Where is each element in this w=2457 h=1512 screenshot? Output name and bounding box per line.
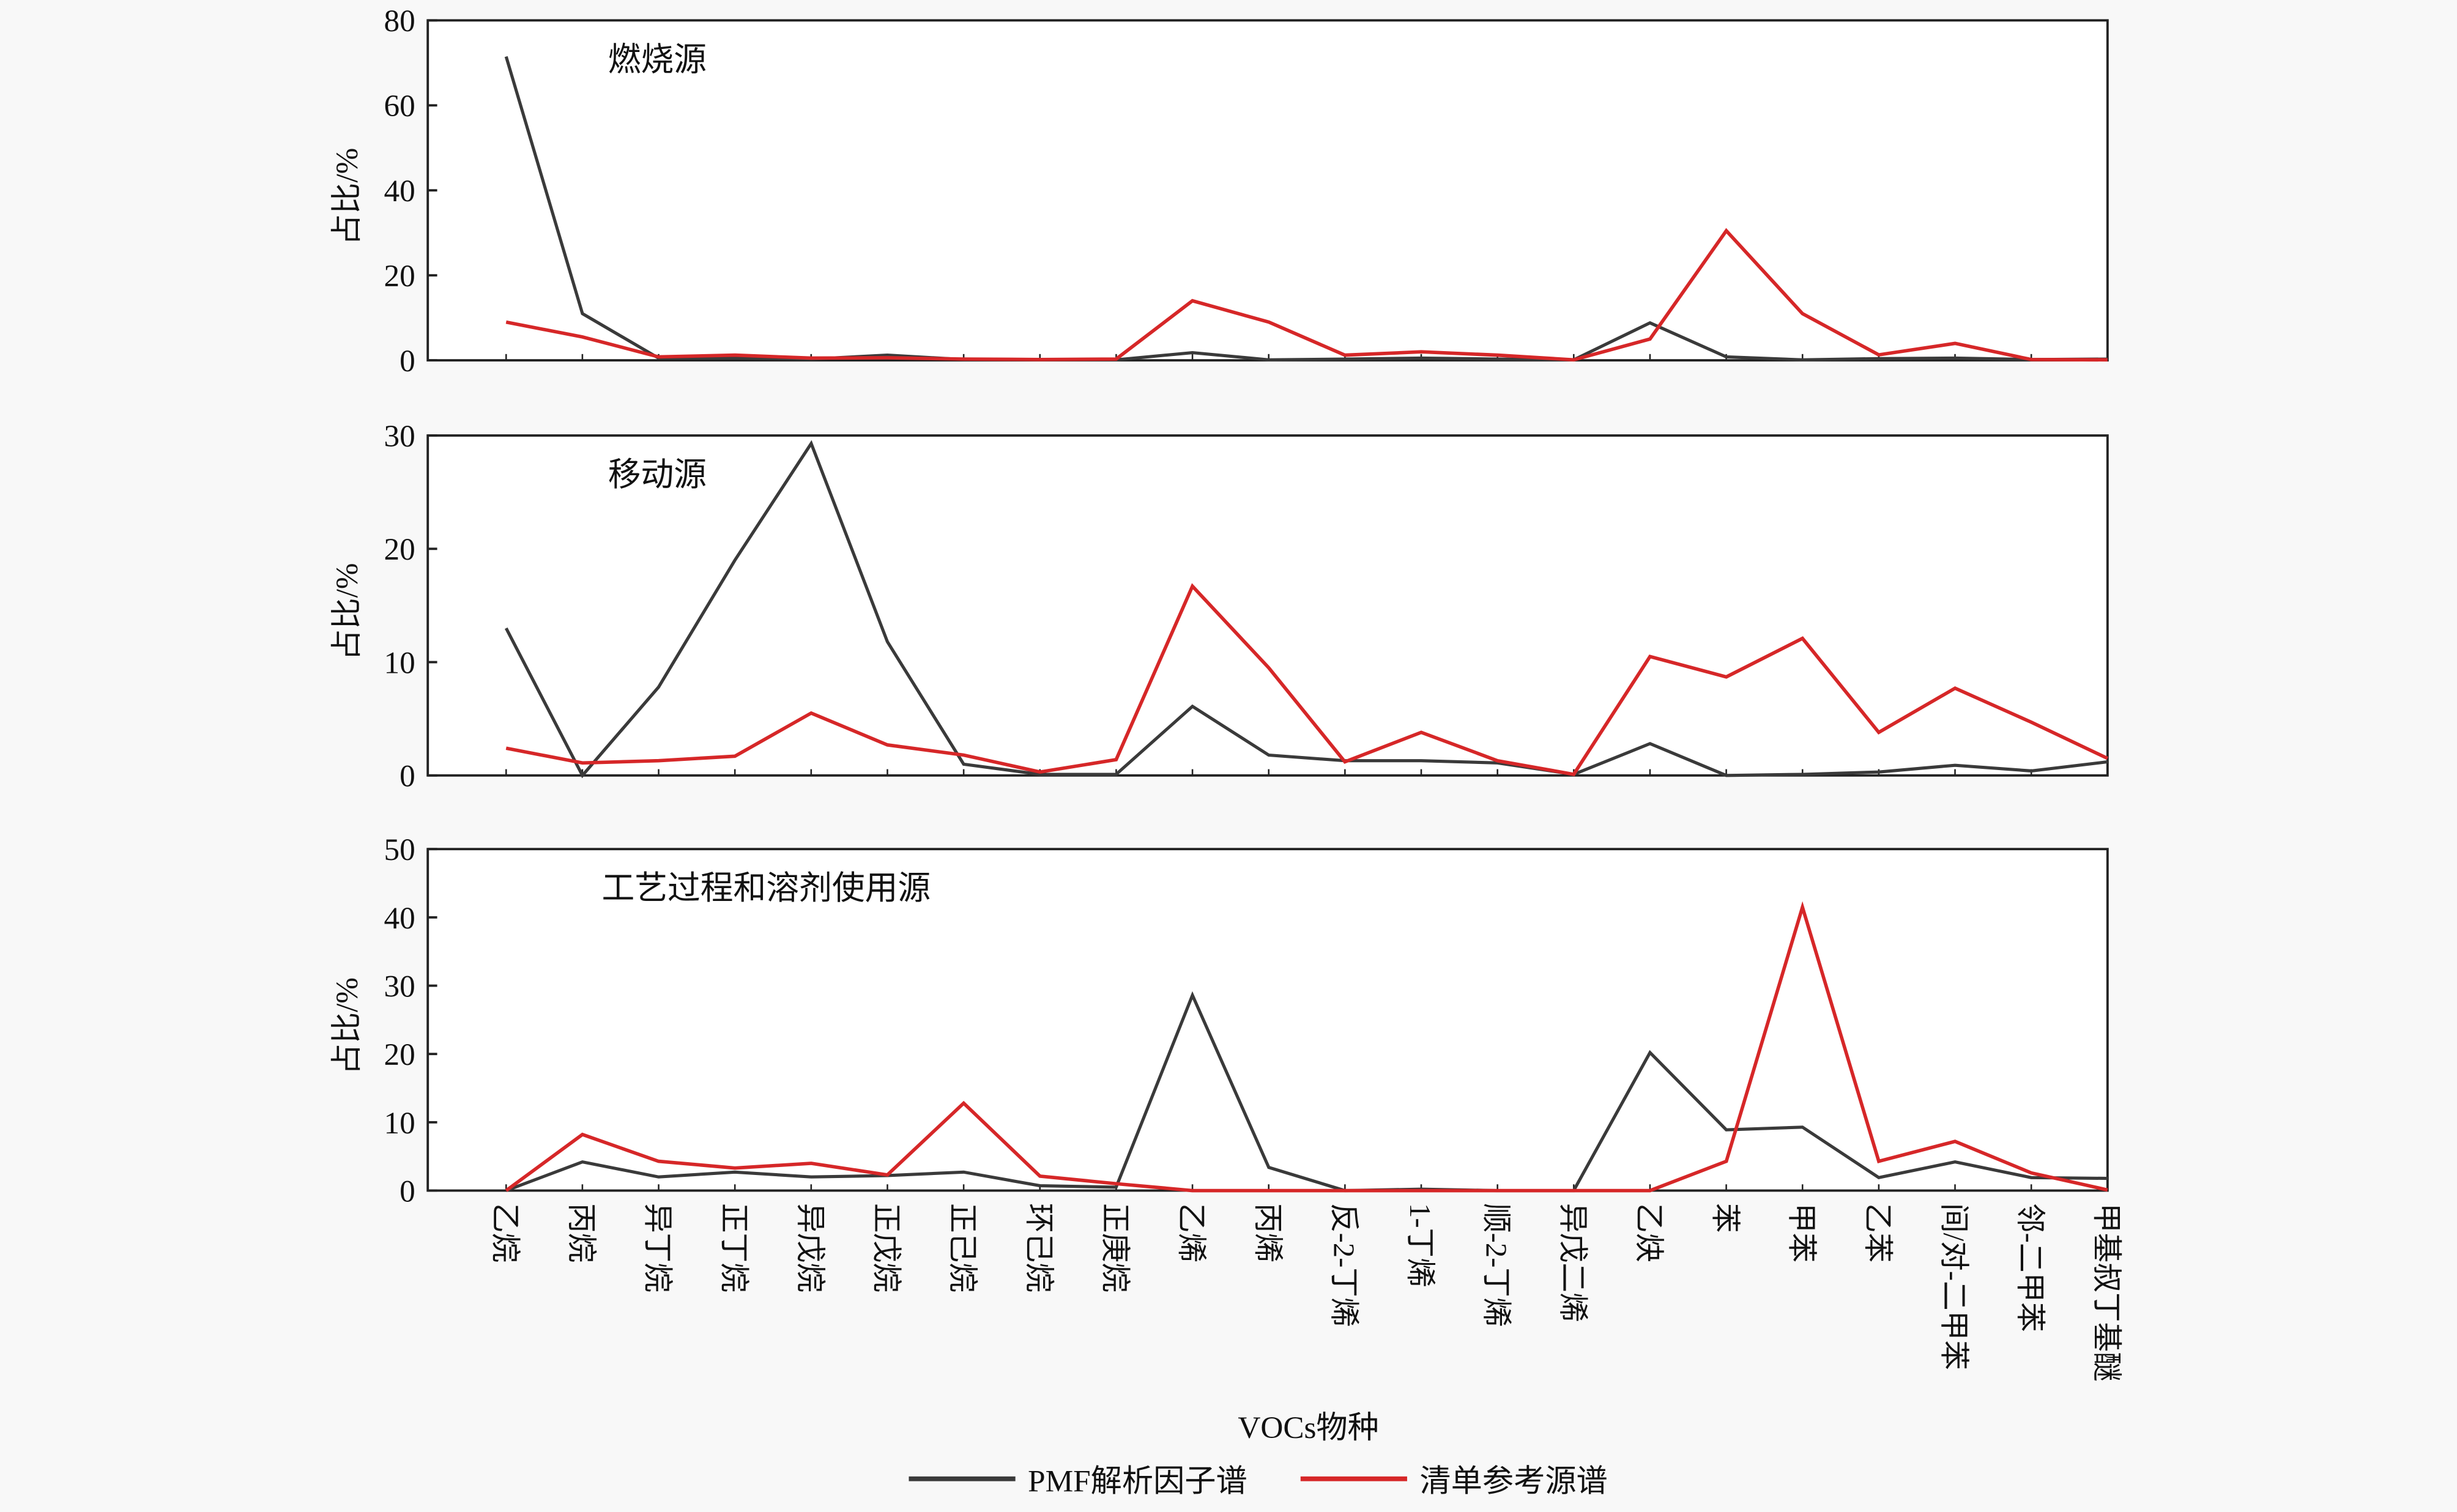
series-inventory-line: [505, 901, 2108, 1193]
x-tick-label: 乙烷: [488, 1203, 521, 1262]
x-tick-label: 乙烯: [1175, 1203, 1208, 1262]
y-tick-label: 30: [384, 969, 415, 1004]
y-axis-title: 占比/%: [330, 563, 365, 660]
plot-frame: [426, 848, 2109, 1192]
x-tick-label: 1-丁烯: [1403, 1203, 1437, 1288]
x-tick-label: 正丁烷: [717, 1203, 750, 1292]
x-tick-label: 环己烷: [1022, 1203, 1055, 1292]
x-tick-label: 反-2-丁烯: [1327, 1203, 1360, 1327]
y-tick-label: 80: [384, 4, 415, 39]
y-tick-label: 10: [384, 645, 415, 680]
x-tick-label: 正己烷: [946, 1203, 979, 1292]
x-tick-label: 乙炔: [1632, 1203, 1665, 1262]
x-tick-label: 苯: [1709, 1203, 1742, 1233]
panel-3: 0 10 20 30 40 50 占比/% 工艺过程和溶剂使用源: [330, 832, 2109, 1209]
y-tick-label: 20: [384, 259, 415, 294]
series-pmf-line: [504, 56, 2108, 361]
y-tick-label: 40: [384, 174, 415, 209]
series-pmf-line: [504, 440, 2108, 779]
y-axis-title: 占比/%: [330, 148, 365, 245]
x-tick-label: 丙烷: [565, 1203, 598, 1262]
y-tick-label: 40: [384, 901, 415, 936]
legend-label-inventory: 清单参考源谱: [1419, 1464, 1607, 1499]
y-tick-label: 10: [384, 1106, 415, 1141]
x-tick-labels: 乙烷 丙烷 异丁烷 正丁烷 异戊烷 正戊烷 正己烷 环己烷 正庚烷 乙烯 丙烯 反-2-丁烯 1-丁烯 顺…: [488, 1203, 2123, 1382]
series-inventory-line: [505, 583, 2109, 777]
panel-title: 工艺过程和溶剂使用源: [602, 870, 931, 906]
y-tick-label: 20: [384, 1037, 415, 1072]
y-tick-label: 0: [400, 759, 415, 794]
plot-frame: [426, 19, 2109, 361]
series-pmf-line: [505, 991, 2108, 1193]
panel-1: 0 20 40 60 80 占比/% 燃烧源: [330, 4, 2109, 379]
x-tick-label: 间/对-二甲苯: [1938, 1203, 1971, 1370]
x-tick-label: 正戊烷: [870, 1203, 903, 1292]
panel-title: 移动源: [608, 456, 707, 493]
y-tick-label: 60: [384, 89, 415, 124]
y-tick-label: 0: [400, 1174, 415, 1209]
x-tick-label: 异戊烷: [794, 1203, 827, 1292]
legend: PMF解析因子谱 清单参考源谱: [909, 1464, 1608, 1499]
x-tick-label: 甲基叔丁基醚: [2090, 1203, 2123, 1382]
panel-2: 0 10 20 30 占比/% 移动源: [330, 419, 2109, 794]
y-tick-label: 30: [384, 419, 415, 454]
x-tick-label: 正庚烷: [1098, 1203, 1131, 1292]
x-tick-label: 异戊二烯: [1556, 1203, 1589, 1322]
x-tick-label: 异丁烷: [641, 1203, 674, 1292]
x-axis-title: VOCs物种: [1238, 1410, 1379, 1445]
x-tick-label: 丙烯: [1251, 1203, 1284, 1262]
panel-title: 燃烧源: [608, 41, 707, 78]
x-tick-label: 乙苯: [1861, 1203, 1894, 1262]
y-tick-label: 20: [384, 532, 415, 567]
x-tick-label: 邻-二甲苯: [2013, 1203, 2046, 1332]
x-tick-label: 甲苯: [1785, 1203, 1818, 1262]
y-tick-label: 50: [384, 832, 415, 867]
x-tick-label: 顺-2-丁烯: [1480, 1203, 1513, 1327]
y-tick-label: 0: [400, 344, 415, 379]
y-axis-title: 占比/%: [330, 977, 365, 1075]
series-inventory-line: [505, 228, 2108, 362]
legend-label-pmf: PMF解析因子谱: [1028, 1464, 1247, 1499]
